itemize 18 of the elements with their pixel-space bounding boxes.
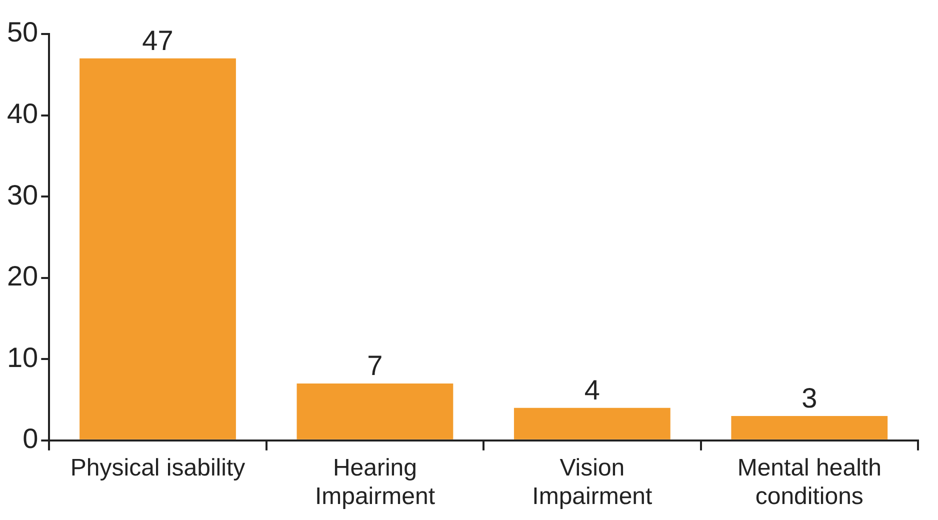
data-label: 4 xyxy=(584,374,600,406)
x-tick-label: Physical isability xyxy=(70,454,246,482)
y-tick-label: 30 xyxy=(6,179,38,210)
y-tick-label: 10 xyxy=(6,342,38,373)
data-label: 47 xyxy=(142,25,174,56)
y-tick-label: 20 xyxy=(6,260,38,292)
x-tick-label: Vision Impairment xyxy=(532,454,653,510)
bar xyxy=(80,58,236,440)
data-label: 3 xyxy=(802,382,818,414)
x-tick-label: Hearing Impairment xyxy=(314,454,436,510)
data-label: 7 xyxy=(367,350,383,382)
y-tick-label: 0 xyxy=(22,423,38,454)
x-tick-label: Mental health conditions xyxy=(737,454,882,510)
y-tick-label: 50 xyxy=(6,16,38,48)
y-tick-label: 40 xyxy=(6,98,38,129)
bar xyxy=(514,408,670,440)
bar xyxy=(731,416,888,440)
bar xyxy=(296,384,454,440)
